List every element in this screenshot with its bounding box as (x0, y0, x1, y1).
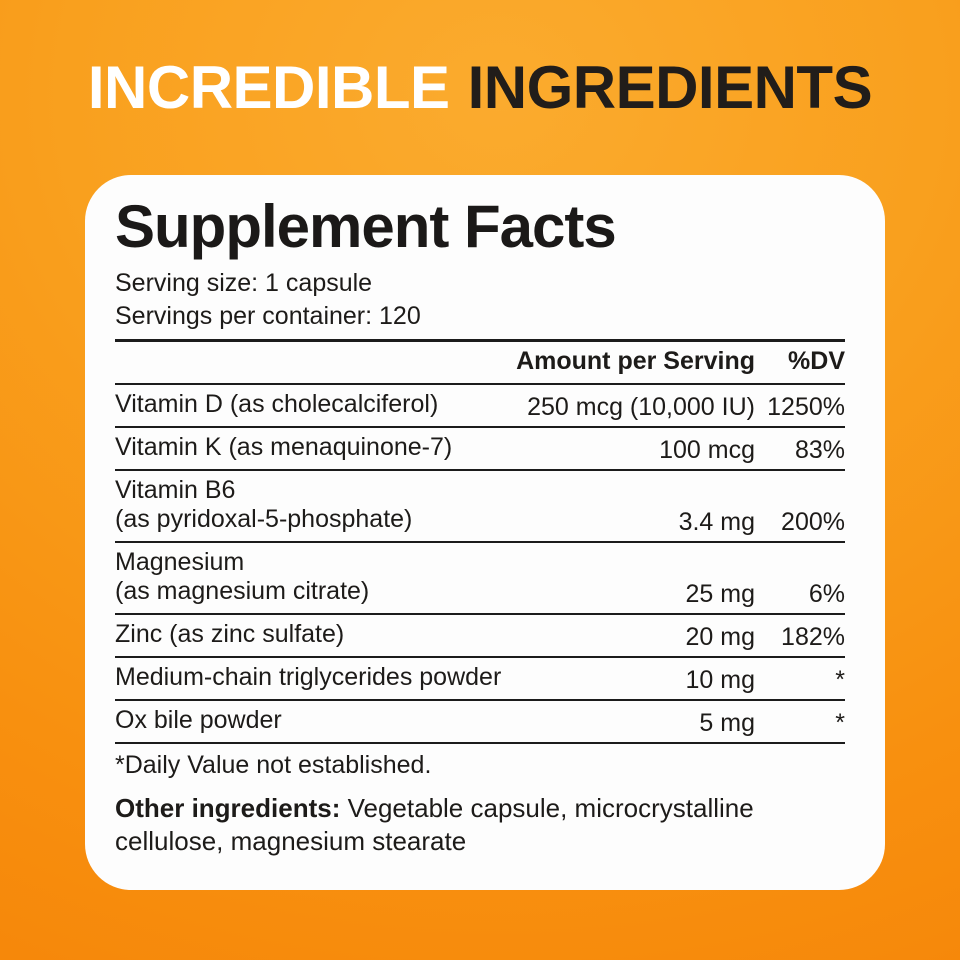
ingredient-name-cell: Medium-chain triglycerides powder (115, 663, 515, 692)
header-amount-per-serving: Amount per Serving (516, 347, 755, 375)
serving-size: Serving size: 1 capsule (115, 269, 373, 297)
ingredient-name: Vitamin D (as cholecalciferol) (115, 390, 439, 418)
amount-cell: 3.4 mg (678, 508, 755, 536)
table-header-row: Amount per Serving %DV (115, 342, 845, 385)
amount-cell: 20 mg (685, 623, 755, 651)
dv-cell: 200% (781, 508, 845, 536)
ingredient-name: Magnesium (115, 548, 245, 576)
ingredient-name-sub: (as magnesium citrate) (115, 577, 370, 605)
servings-per-container: Servings per container: 120 (115, 302, 421, 330)
ingredient-name: Medium-chain triglycerides powder (115, 663, 502, 691)
amount-cell: 5 mg (699, 709, 755, 737)
ingredient-name-cell: Ox bile powder (115, 706, 515, 735)
ingredient-name: Vitamin K (as menaquinone-7) (115, 433, 453, 461)
other-ingredients-text: Vegetable capsule, microcrystalline cell… (115, 793, 754, 856)
dv-cell: 182% (781, 623, 845, 651)
supplement-facts-panel: Supplement Facts Serving size: 1 capsule… (85, 175, 885, 890)
header-percent-dv: %DV (788, 347, 845, 375)
ingredient-name-cell: Zinc (as zinc sulfate) (115, 620, 515, 649)
ingredient-name-cell: Vitamin D (as cholecalciferol) (115, 390, 515, 419)
ingredient-name-sub: (as pyridoxal-5-phosphate) (115, 505, 413, 533)
headline-banner: INCREDIBLE INGREDIENTS (0, 0, 960, 175)
dv-cell: * (835, 666, 845, 694)
daily-value-footnote: *Daily Value not established. (115, 751, 432, 779)
ingredient-name-cell: Vitamin K (as menaquinone-7) (115, 433, 515, 462)
amount-cell: 25 mg (685, 580, 755, 608)
headline-word-incredible: INCREDIBLE (87, 54, 450, 121)
table-row: Vitamin D (as cholecalciferol) 250 mcg (1… (115, 385, 845, 428)
dv-cell: 6% (808, 580, 845, 608)
serving-info: Serving size: 1 capsule Servings per con… (115, 267, 845, 333)
table-body: Vitamin D (as cholecalciferol) 250 mcg (1… (115, 385, 845, 744)
ingredient-name-cell: Magnesium (as magnesium citrate) (115, 548, 515, 606)
table-row: Ox bile powder 5 mg * (115, 701, 845, 744)
table-row: Zinc (as zinc sulfate) 20 mg 182% (115, 615, 845, 658)
other-ingredients-label: Other ingredients: (115, 793, 341, 823)
dv-cell: 1250% (767, 393, 845, 421)
ingredient-name-cell: Vitamin B6 (as pyridoxal-5-phosphate) (115, 476, 515, 534)
supplement-table: Amount per Serving %DV Vitamin D (as cho… (115, 339, 845, 744)
table-row: Vitamin K (as menaquinone-7) 100 mcg 83% (115, 428, 845, 471)
table-row: Magnesium (as magnesium citrate) 25 mg 6% (115, 543, 845, 615)
headline-word-ingredients: INGREDIENTS (467, 54, 873, 121)
other-ingredients: Other ingredients: Vegetable capsule, mi… (115, 792, 805, 858)
table-row: Vitamin B6 (as pyridoxal-5-phosphate) 3.4 … (115, 471, 845, 543)
supplement-facts-title: Supplement Facts (115, 193, 617, 260)
dv-cell: 83% (794, 436, 845, 464)
ingredient-name: Zinc (as zinc sulfate) (115, 620, 345, 648)
table-row: Medium-chain triglycerides powder 10 mg * (115, 658, 845, 701)
amount-cell: 100 mcg (659, 436, 755, 464)
amount-cell: 250 mcg (10,000 IU) (527, 393, 755, 421)
amount-cell: 10 mg (685, 666, 755, 694)
ingredient-name: Vitamin B6 (115, 476, 236, 504)
dv-cell: * (835, 709, 845, 737)
ingredient-name: Ox bile powder (115, 706, 282, 734)
